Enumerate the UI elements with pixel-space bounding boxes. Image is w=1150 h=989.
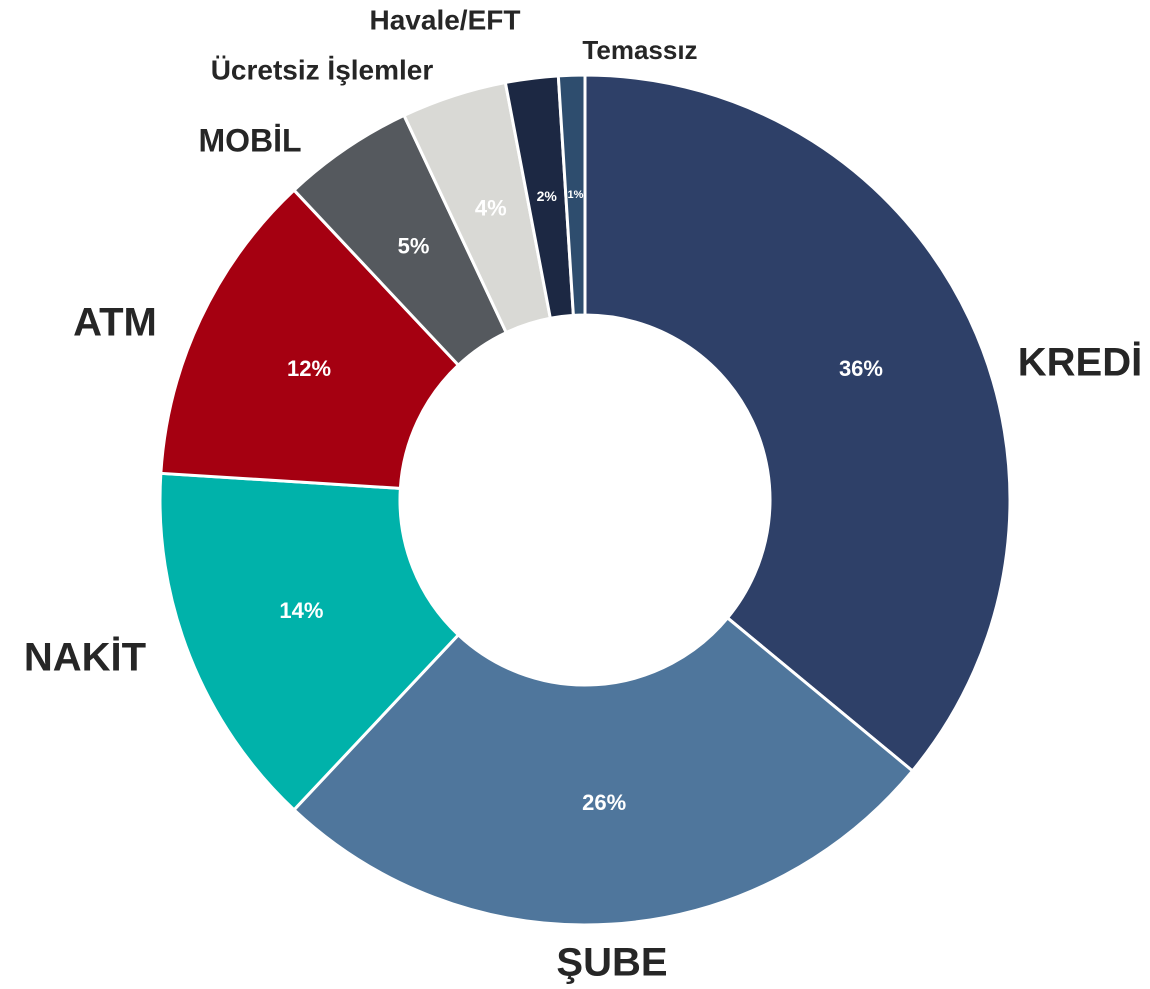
slice xyxy=(556,73,587,317)
slice xyxy=(583,73,1012,774)
category-label: Ücretsiz İşlemler xyxy=(211,54,434,85)
category-label: NAKİT xyxy=(24,636,146,680)
value-label: 26% xyxy=(582,790,626,815)
category-label: ŞUBE xyxy=(556,941,667,985)
value-label: 1% xyxy=(567,189,583,201)
slice xyxy=(159,188,461,490)
slice xyxy=(158,471,461,812)
value-label: 36% xyxy=(839,356,883,381)
category-label: KREDİ xyxy=(1018,341,1142,385)
value-label: 12% xyxy=(287,356,331,381)
category-label: MOBİL xyxy=(198,122,301,158)
value-label: 2% xyxy=(537,188,558,204)
slice xyxy=(291,615,915,927)
category-label: Temassız xyxy=(582,35,697,65)
value-label: 14% xyxy=(279,598,323,623)
value-label: 5% xyxy=(398,234,430,259)
value-label: 4% xyxy=(475,196,507,221)
category-label: Havale/EFT xyxy=(370,4,521,35)
category-label: ATM xyxy=(73,301,157,345)
